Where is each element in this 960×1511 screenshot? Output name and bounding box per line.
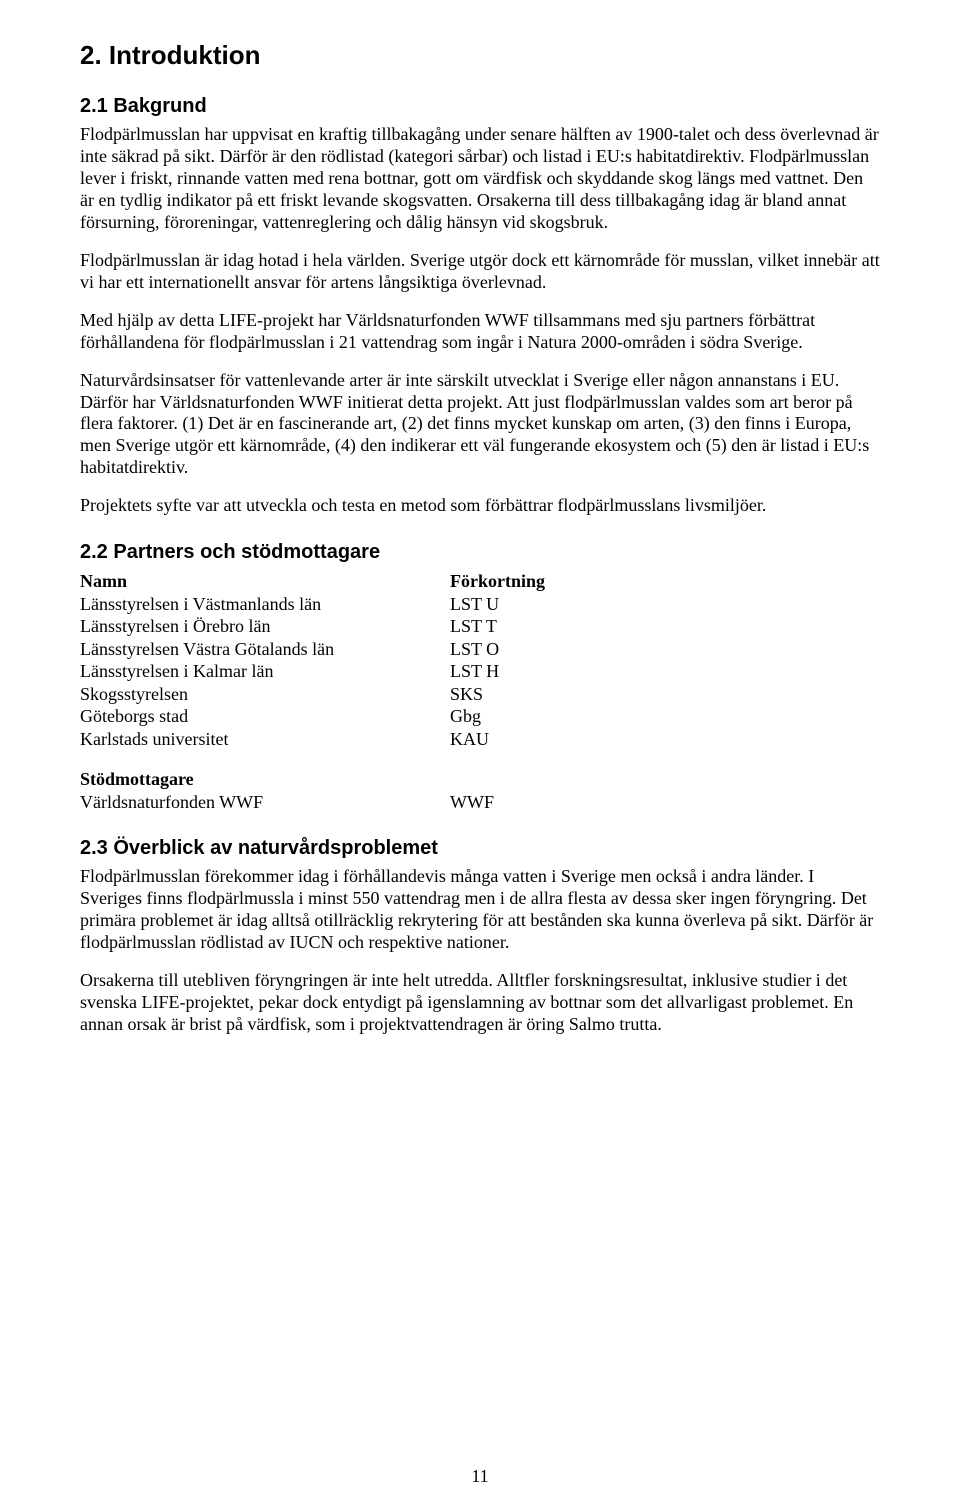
partners-table: Namn Förkortning Länsstyrelsen i Västman… <box>80 570 585 813</box>
table-cell <box>450 768 585 791</box>
table-cell: Länsstyrelsen i Västmanlands län <box>80 593 450 616</box>
heading-bakgrund: 2.1 Bakgrund <box>80 95 880 118</box>
table-cell: Länsstyrelsen i Örebro län <box>80 615 450 638</box>
paragraph: Flodpärlmusslan har uppvisat en kraftig … <box>80 124 880 234</box>
table-cell: KAU <box>450 728 585 751</box>
paragraph: Med hjälp av detta LIFE-projekt har Värl… <box>80 310 880 354</box>
table-cell: Världsnaturfonden WWF <box>80 791 450 814</box>
table-cell: WWF <box>450 791 585 814</box>
paragraph: Orsakerna till utebliven föryngringen är… <box>80 970 880 1036</box>
table-cell: Skogsstyrelsen <box>80 683 450 706</box>
table-cell: LST O <box>450 638 585 661</box>
paragraph: Naturvårdsinsatser för vattenlevande art… <box>80 370 880 480</box>
table-cell: Länsstyrelsen i Kalmar län <box>80 660 450 683</box>
paragraph: Projektets syfte var att utveckla och te… <box>80 495 880 517</box>
table-row: Länsstyrelsen i Örebro län LST T <box>80 615 585 638</box>
paragraph: Flodpärlmusslan förekommer idag i förhål… <box>80 866 880 954</box>
table-row: Göteborgs stad Gbg <box>80 705 585 728</box>
table-header-cell: Namn <box>80 570 450 593</box>
heading-overblick: 2.3 Överblick av naturvårdsproblemet <box>80 837 880 860</box>
table-subheader-cell: Stödmottagare <box>80 768 450 791</box>
table-row: Länsstyrelsen Västra Götalands län LST O <box>80 638 585 661</box>
table-cell: Göteborgs stad <box>80 705 450 728</box>
table-row: Länsstyrelsen i Kalmar län LST H <box>80 660 585 683</box>
table-row: Skogsstyrelsen SKS <box>80 683 585 706</box>
table-row: Länsstyrelsen i Västmanlands län LST U <box>80 593 585 616</box>
table-cell: Länsstyrelsen Västra Götalands län <box>80 638 450 661</box>
table-cell: SKS <box>450 683 585 706</box>
table-cell: Karlstads universitet <box>80 728 450 751</box>
table-row: Världsnaturfonden WWF WWF <box>80 791 585 814</box>
heading-partners: 2.2 Partners och stödmottagare <box>80 541 880 564</box>
table-spacer <box>80 750 585 768</box>
table-header-cell: Förkortning <box>450 570 585 593</box>
table-cell: LST H <box>450 660 585 683</box>
table-subheader-row: Stödmottagare <box>80 768 585 791</box>
table-cell: LST T <box>450 615 585 638</box>
table-row: Karlstads universitet KAU <box>80 728 585 751</box>
document-page: 2. Introduktion 2.1 Bakgrund Flodpärlmus… <box>0 0 960 1511</box>
heading-introduction: 2. Introduktion <box>80 40 880 71</box>
paragraph: Flodpärlmusslan är idag hotad i hela vär… <box>80 250 880 294</box>
table-header-row: Namn Förkortning <box>80 570 585 593</box>
page-number: 11 <box>0 1466 960 1487</box>
table-cell: LST U <box>450 593 585 616</box>
table-cell: Gbg <box>450 705 585 728</box>
